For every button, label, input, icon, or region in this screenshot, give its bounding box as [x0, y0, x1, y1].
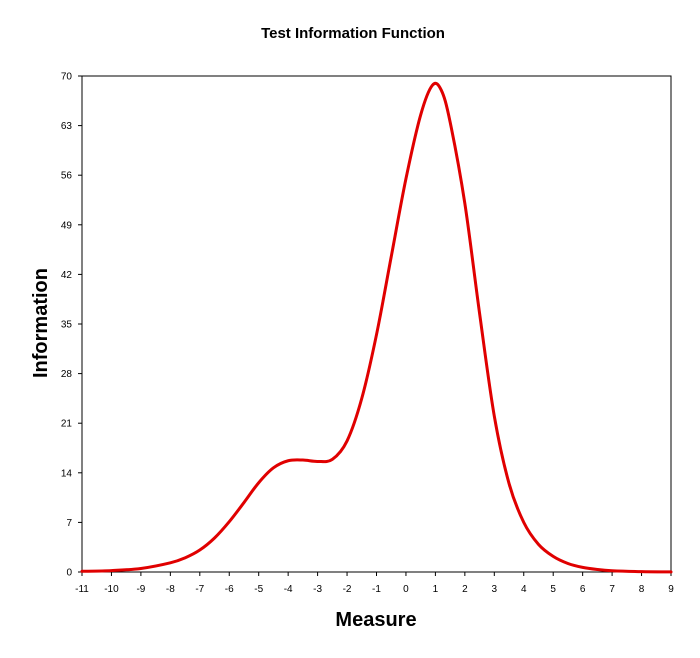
series-layer	[80, 81, 673, 574]
x-tick-label: -8	[166, 584, 175, 595]
y-tick-label: 0	[66, 568, 72, 579]
x-tick-label: -11	[75, 584, 89, 595]
x-tick-label: -7	[195, 584, 204, 595]
x-tick-label: -9	[136, 584, 145, 595]
x-axis-ticks: -11 -10 -9 -8 -7 -6 -5 -4 -3 -2 -1 0 1 2 3 4 5 6 7 8 9	[75, 572, 674, 595]
x-tick-label: 7	[609, 584, 615, 595]
x-tick-label: 0	[403, 584, 409, 595]
y-tick-label: 56	[61, 171, 73, 182]
x-tick-label: 8	[639, 584, 645, 595]
x-tick-label: 3	[492, 584, 498, 595]
x-tick-label: -3	[313, 584, 322, 595]
y-tick-label: 35	[61, 320, 73, 331]
information-curve	[80, 81, 673, 574]
plot-frame	[81, 75, 672, 573]
x-tick-label: -2	[343, 584, 352, 595]
y-axis-title: Information	[30, 268, 52, 378]
y-tick-label: 21	[61, 419, 73, 430]
x-tick-label: 5	[550, 584, 556, 595]
x-tick-label: -4	[284, 584, 293, 595]
y-tick-label: 14	[61, 468, 73, 479]
x-tick-label: -6	[225, 584, 234, 595]
y-tick-label: 7	[66, 518, 72, 529]
x-tick-label: 1	[433, 584, 439, 595]
y-tick-label: 28	[61, 369, 73, 380]
chart-title: Test Information Function	[261, 25, 445, 42]
x-tick-label: -10	[104, 584, 119, 595]
x-tick-label: 2	[462, 584, 468, 595]
x-tick-label: -5	[254, 584, 263, 595]
y-axis-ticks: 0 7 14 21 28 35 42 49 56 63 70	[61, 72, 82, 579]
y-tick-label: 70	[61, 72, 73, 83]
x-tick-label: -1	[372, 584, 381, 595]
x-axis-title: Measure	[335, 609, 416, 631]
y-tick-label: 63	[61, 121, 73, 132]
x-tick-label: 6	[580, 584, 586, 595]
y-tick-label: 49	[61, 220, 73, 231]
y-tick-label: 42	[61, 270, 73, 281]
x-tick-label: 4	[521, 584, 527, 595]
x-tick-label: 9	[668, 584, 674, 595]
